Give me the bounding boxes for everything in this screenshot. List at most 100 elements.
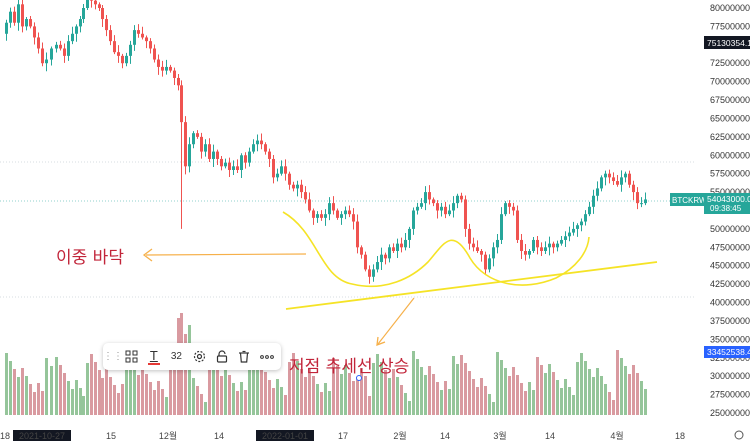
time-tick-label: 2월 — [393, 430, 406, 441]
volume-bar — [480, 378, 483, 415]
candle-body — [9, 12, 12, 23]
candle-body — [340, 214, 343, 218]
candle-body — [400, 244, 403, 248]
candle-body — [468, 229, 471, 244]
drawing-anchor-point[interactable] — [357, 376, 362, 381]
lock-icon[interactable] — [211, 346, 232, 367]
candle-body — [161, 67, 164, 71]
volume-bar — [620, 358, 623, 415]
candle-body — [137, 30, 140, 34]
volume-bar — [644, 389, 647, 415]
candle-body — [352, 214, 355, 221]
volume-bar — [532, 390, 535, 415]
volume-bar — [105, 369, 108, 415]
price-tick-label: 57500000.0 — [710, 169, 750, 179]
time-tick-label: 4월 — [610, 430, 623, 441]
candle-body — [640, 203, 643, 204]
volume-price-text: 33452538.4 — [707, 347, 750, 357]
candle-body — [264, 144, 267, 151]
font-size-selector[interactable]: 32 — [166, 346, 187, 367]
volume-bar — [608, 392, 611, 415]
volume-bar — [137, 375, 140, 415]
volume-bar — [632, 365, 635, 415]
candle-body — [372, 269, 375, 276]
candle-body — [17, 4, 20, 22]
candle-body — [512, 207, 515, 211]
candle-body — [101, 8, 104, 19]
annotation-double-bottom[interactable]: 이중 바닥 — [56, 248, 124, 268]
candle-body — [336, 211, 339, 218]
price-tick-label: 30000000.0 — [710, 371, 750, 381]
volume-bar — [444, 381, 447, 415]
volume-bar — [404, 393, 407, 415]
volume-bar — [145, 374, 148, 415]
price-tick-label: 47500000.0 — [710, 242, 750, 252]
time-tick-label: 18 — [0, 431, 10, 441]
candle-body — [436, 203, 439, 210]
time-tick-label: 17 — [338, 431, 348, 441]
volume-bar — [640, 381, 643, 415]
candle-body — [105, 19, 108, 30]
candle-body — [344, 211, 347, 215]
candle-body — [177, 78, 180, 85]
volume-bar — [63, 373, 66, 415]
volume-bar — [157, 381, 160, 415]
candle-body — [452, 203, 455, 210]
settings-gear-icon[interactable] — [189, 346, 210, 367]
volume-bar — [428, 366, 431, 415]
candle-body — [556, 244, 559, 248]
volume-bar — [86, 363, 89, 415]
candle-body — [169, 67, 172, 71]
volume-bar — [488, 394, 491, 415]
trash-icon[interactable] — [234, 346, 255, 367]
candle-body — [552, 244, 555, 248]
candle-body — [576, 225, 579, 229]
drag-handle-icon[interactable]: ⋮⋮ — [107, 346, 119, 367]
candle-body — [188, 144, 191, 166]
candle-body — [332, 203, 335, 210]
candle-body — [396, 244, 399, 251]
price-tick-label: 37500000.0 — [710, 316, 750, 326]
price-tick-label: 72500000.0 — [710, 58, 750, 68]
candle-body — [33, 26, 36, 37]
volume-bar — [165, 397, 168, 415]
more-options-icon[interactable] — [256, 346, 277, 367]
candle-body — [59, 45, 62, 49]
volume-bar — [496, 352, 499, 415]
candle-body — [224, 163, 227, 167]
candle-body — [153, 49, 156, 60]
price-axis[interactable]: 80000000.077500000.075000000.072500000.0… — [696, 0, 750, 441]
candle-body — [636, 192, 639, 203]
volume-bar — [368, 396, 371, 415]
candle-body — [236, 166, 239, 170]
candle-body — [5, 23, 8, 34]
volume-bar — [153, 390, 156, 415]
volume-bar — [512, 367, 515, 415]
candle-body — [644, 199, 647, 203]
volume-bar — [580, 353, 583, 415]
candle-body — [520, 240, 523, 251]
candle-body — [260, 141, 263, 145]
volume-bar — [228, 375, 231, 415]
candle-body — [568, 233, 571, 237]
annotation-trendline[interactable]: 저점 추세선 상승 — [289, 357, 409, 377]
volume-bar — [420, 367, 423, 415]
drawing-toolbar[interactable]: ⋮⋮ T 32 — [103, 343, 281, 370]
price-tick-label: 67500000.0 — [710, 95, 750, 105]
volume-bar — [320, 392, 323, 415]
price-tick-label: 80000000.0 — [710, 3, 750, 13]
text-color-icon[interactable]: T — [144, 346, 165, 367]
volume-bar — [564, 379, 567, 415]
volume-bar — [21, 368, 24, 415]
price-tick-label: 35000000.0 — [710, 334, 750, 344]
volume-bar — [536, 357, 539, 415]
template-icon[interactable] — [121, 346, 142, 367]
volume-bar — [340, 374, 343, 415]
volume-bar — [400, 385, 403, 415]
volume-bar — [204, 402, 207, 415]
candle-body — [63, 49, 66, 56]
volume-bar — [472, 379, 475, 415]
